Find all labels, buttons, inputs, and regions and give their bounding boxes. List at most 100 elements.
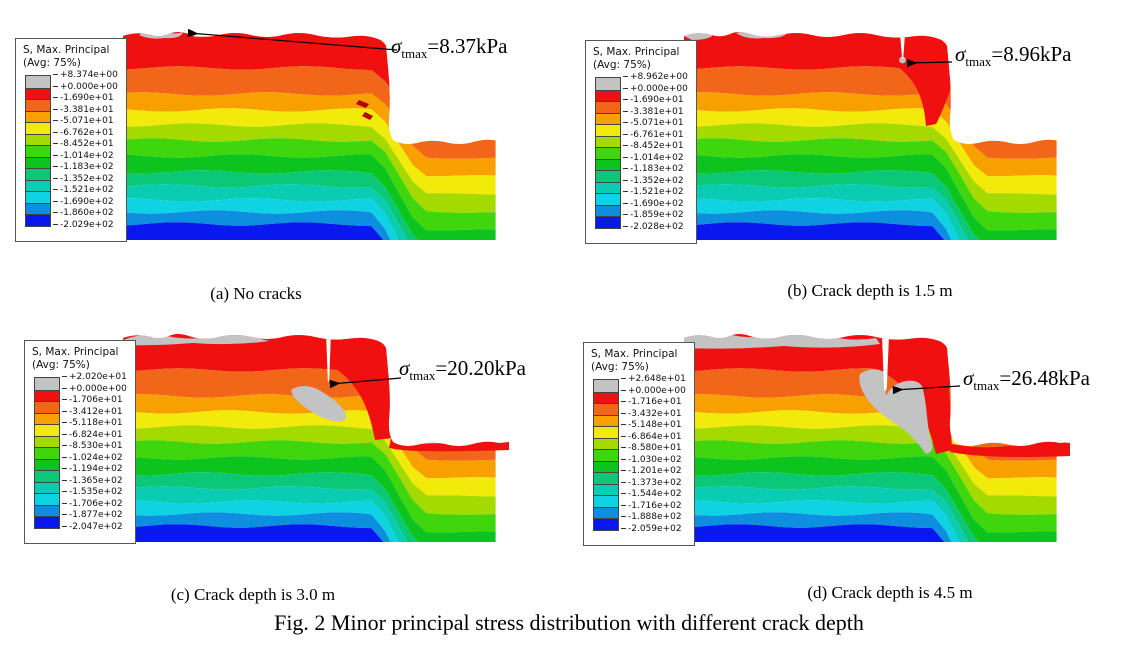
sigma-subscript: tmax — [401, 46, 428, 62]
stress-band — [684, 440, 1057, 533]
legend-title: S, Max. Principal — [593, 46, 680, 58]
stress-band — [123, 198, 496, 240]
stress-band — [684, 198, 1057, 240]
legend-value: -1.706e+01 — [62, 395, 123, 405]
legend-value: -8.452e+01 — [53, 139, 114, 149]
stress-band — [684, 123, 1057, 213]
legend-value: -6.762e+01 — [53, 128, 114, 138]
stress-band — [123, 486, 496, 542]
legend-value: -5.071e+01 — [53, 116, 114, 126]
legend-value: -5.118e+01 — [62, 418, 123, 428]
panel-caption-c: (c) Crack depth is 3.0 m — [170, 585, 336, 604]
panel-c: S, Max. Principal (Avg: 75%) +2.020e+01 +… — [0, 302, 569, 604]
legend-value: -1.535e+02 — [62, 487, 123, 497]
stress-band — [684, 108, 1057, 195]
sigma-subscript: tmax — [973, 378, 1000, 394]
sigma-subscript: tmax — [409, 368, 436, 384]
legend-color-cell — [26, 214, 50, 226]
sigma-value: =8.37kPa — [427, 34, 508, 58]
legend-color-cell — [594, 437, 618, 449]
stress-band — [123, 92, 496, 177]
legend-value: -1.014e+02 — [53, 151, 114, 161]
legend-value: -1.521e+02 — [53, 185, 114, 195]
legend-value: +0.000e+00 — [621, 386, 686, 396]
legend-value: -2.029e+02 — [53, 220, 114, 230]
legend-value-column: +8.962e+00 +0.000e+00 -1.690e+01 -3.381e+01… — [623, 72, 698, 232]
legend-value: -1.201e+02 — [621, 466, 682, 476]
legend-value: -1.888e+02 — [621, 512, 682, 522]
legend-color-cell — [35, 516, 59, 528]
stress-band — [123, 108, 496, 195]
gray-surface-patch — [684, 32, 714, 40]
legend-title: S, Max. Principal — [591, 348, 678, 360]
legend-color-cell — [26, 99, 50, 111]
legend-value: -1.352e+02 — [623, 176, 684, 186]
legend-color-cell — [26, 168, 50, 180]
legend-scale: +8.962e+00 +0.000e+00 -1.690e+01 -3.381e+01… — [593, 72, 698, 232]
legend-color-cell — [594, 380, 618, 392]
legend-color-column — [34, 377, 60, 529]
sigma-symbol: σ — [399, 356, 410, 380]
stress-band — [684, 394, 1057, 479]
stress-band — [684, 500, 1057, 542]
stress-band — [123, 368, 496, 461]
legend-color-cell — [594, 472, 618, 484]
legend-value: -1.690e+02 — [623, 199, 684, 209]
sigma-symbol: σ — [391, 34, 402, 58]
stress-legend-b: S, Max. Principal (Avg: 75%) +8.962e+00 +… — [585, 40, 697, 244]
stress-annotation-d: σtmax=26.48kPa — [963, 366, 1090, 394]
annotation-arrow — [906, 58, 953, 68]
legend-color-cell — [596, 170, 620, 182]
legend-value: -3.381e+01 — [623, 107, 684, 117]
legend-value: -5.071e+01 — [623, 118, 684, 128]
stress-annotation-b: σtmax=8.96kPa — [955, 44, 1071, 70]
annotation-arrow — [329, 377, 402, 389]
stress-band — [684, 472, 1057, 542]
stress-band — [684, 456, 1057, 542]
stress-band — [123, 472, 496, 542]
stress-annotation-a: σtmax=8.37kPa — [391, 34, 508, 62]
legend-value: +8.962e+00 — [623, 72, 688, 82]
sigma-value: =26.48kPa — [999, 366, 1090, 390]
legend-color-cell — [35, 412, 59, 424]
sigma-subscript: tmax — [965, 54, 992, 70]
legend-color-cell — [594, 495, 618, 507]
stress-band — [123, 456, 496, 542]
red-zone — [824, 34, 951, 126]
legend-color-cell — [596, 204, 620, 216]
panel-caption-d: (d) Crack depth is 4.5 m — [807, 583, 973, 602]
panel-b: S, Max. Principal (Avg: 75%) +8.962e+00 +… — [569, 0, 1138, 302]
panel-caption-a: (a) No cracks — [210, 284, 302, 303]
stress-band — [684, 170, 1057, 240]
stress-band — [123, 138, 496, 231]
legend-color-cell — [26, 179, 50, 191]
legend-title: S, Max. Principal — [23, 44, 110, 56]
legend-color-cell — [594, 460, 618, 472]
stress-band — [123, 440, 496, 533]
legend-color-cell — [26, 110, 50, 122]
stress-band — [684, 66, 1057, 159]
legend-subtitle: (Avg: 75%) — [23, 57, 81, 69]
legend-value: -6.824e+01 — [62, 430, 123, 440]
legend-value: +0.000e+00 — [623, 84, 688, 94]
legend-value: -1.521e+02 — [623, 187, 684, 197]
legend-color-cell — [35, 470, 59, 482]
contour-plot-a — [123, 28, 496, 240]
legend-color-cell — [596, 89, 620, 101]
legend-scale: +2.020e+01 +0.000e+00 -1.706e+01 -3.412e+01… — [32, 372, 135, 532]
sigma-value: =20.20kPa — [435, 356, 526, 380]
legend-subtitle: (Avg: 75%) — [593, 59, 651, 71]
legend-value: -5.148e+01 — [621, 420, 682, 430]
legend-value: -1.014e+02 — [623, 153, 684, 163]
stress-band — [684, 210, 1057, 240]
legend-value: -1.690e+01 — [623, 95, 684, 105]
stress-band — [684, 410, 1057, 497]
legend-color-cell — [35, 504, 59, 516]
stress-band — [123, 210, 496, 240]
contour-plot-d — [684, 334, 1070, 542]
stress-band — [684, 154, 1057, 240]
legend-color-cell — [596, 124, 620, 136]
legend-color-cell — [26, 145, 50, 157]
legend-color-cell — [35, 424, 59, 436]
annotation-arrow — [187, 28, 398, 51]
